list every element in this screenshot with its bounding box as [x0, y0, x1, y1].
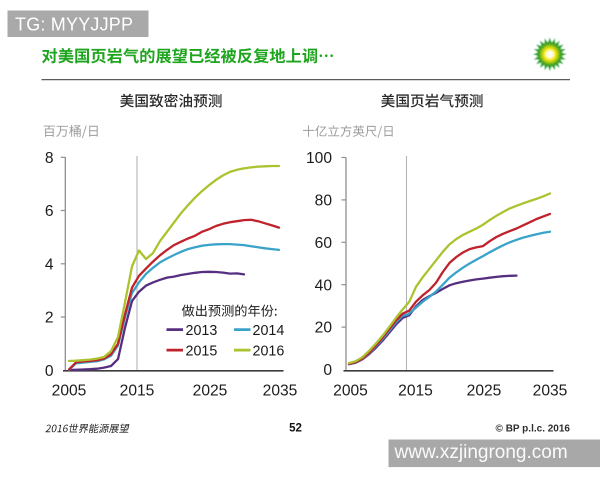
- svg-text:20: 20: [315, 320, 333, 337]
- svg-text:8: 8: [45, 150, 54, 167]
- svg-text:60: 60: [315, 235, 333, 252]
- svg-text:2: 2: [45, 310, 54, 327]
- svg-text:www.xzjingrong.com: www.xzjingrong.com: [394, 442, 568, 463]
- svg-text:2015: 2015: [398, 382, 433, 399]
- svg-text:0: 0: [323, 362, 332, 379]
- svg-text:2014: 2014: [253, 323, 285, 339]
- svg-text:2016: 2016: [253, 343, 285, 359]
- svg-text:52: 52: [289, 422, 302, 434]
- svg-text:2013: 2013: [186, 323, 218, 339]
- svg-text:0: 0: [45, 363, 54, 380]
- svg-text:2035: 2035: [263, 382, 298, 399]
- svg-text:2025: 2025: [193, 382, 228, 399]
- svg-text:2015: 2015: [120, 382, 155, 399]
- svg-text:2015: 2015: [186, 343, 218, 359]
- svg-text:2035: 2035: [533, 382, 568, 399]
- svg-text:4: 4: [45, 256, 54, 273]
- svg-text:2005: 2005: [52, 382, 87, 399]
- svg-text:2005: 2005: [333, 382, 368, 399]
- svg-text:6: 6: [45, 203, 54, 220]
- svg-text:100: 100: [306, 150, 332, 167]
- svg-text:2025: 2025: [467, 382, 502, 399]
- svg-text:© BP p.l.c. 2016: © BP p.l.c. 2016: [496, 423, 571, 434]
- svg-text:40: 40: [315, 277, 333, 294]
- svg-text:80: 80: [315, 193, 333, 210]
- svg-text:TG: MYYJJPP: TG: MYYJJPP: [15, 15, 133, 35]
